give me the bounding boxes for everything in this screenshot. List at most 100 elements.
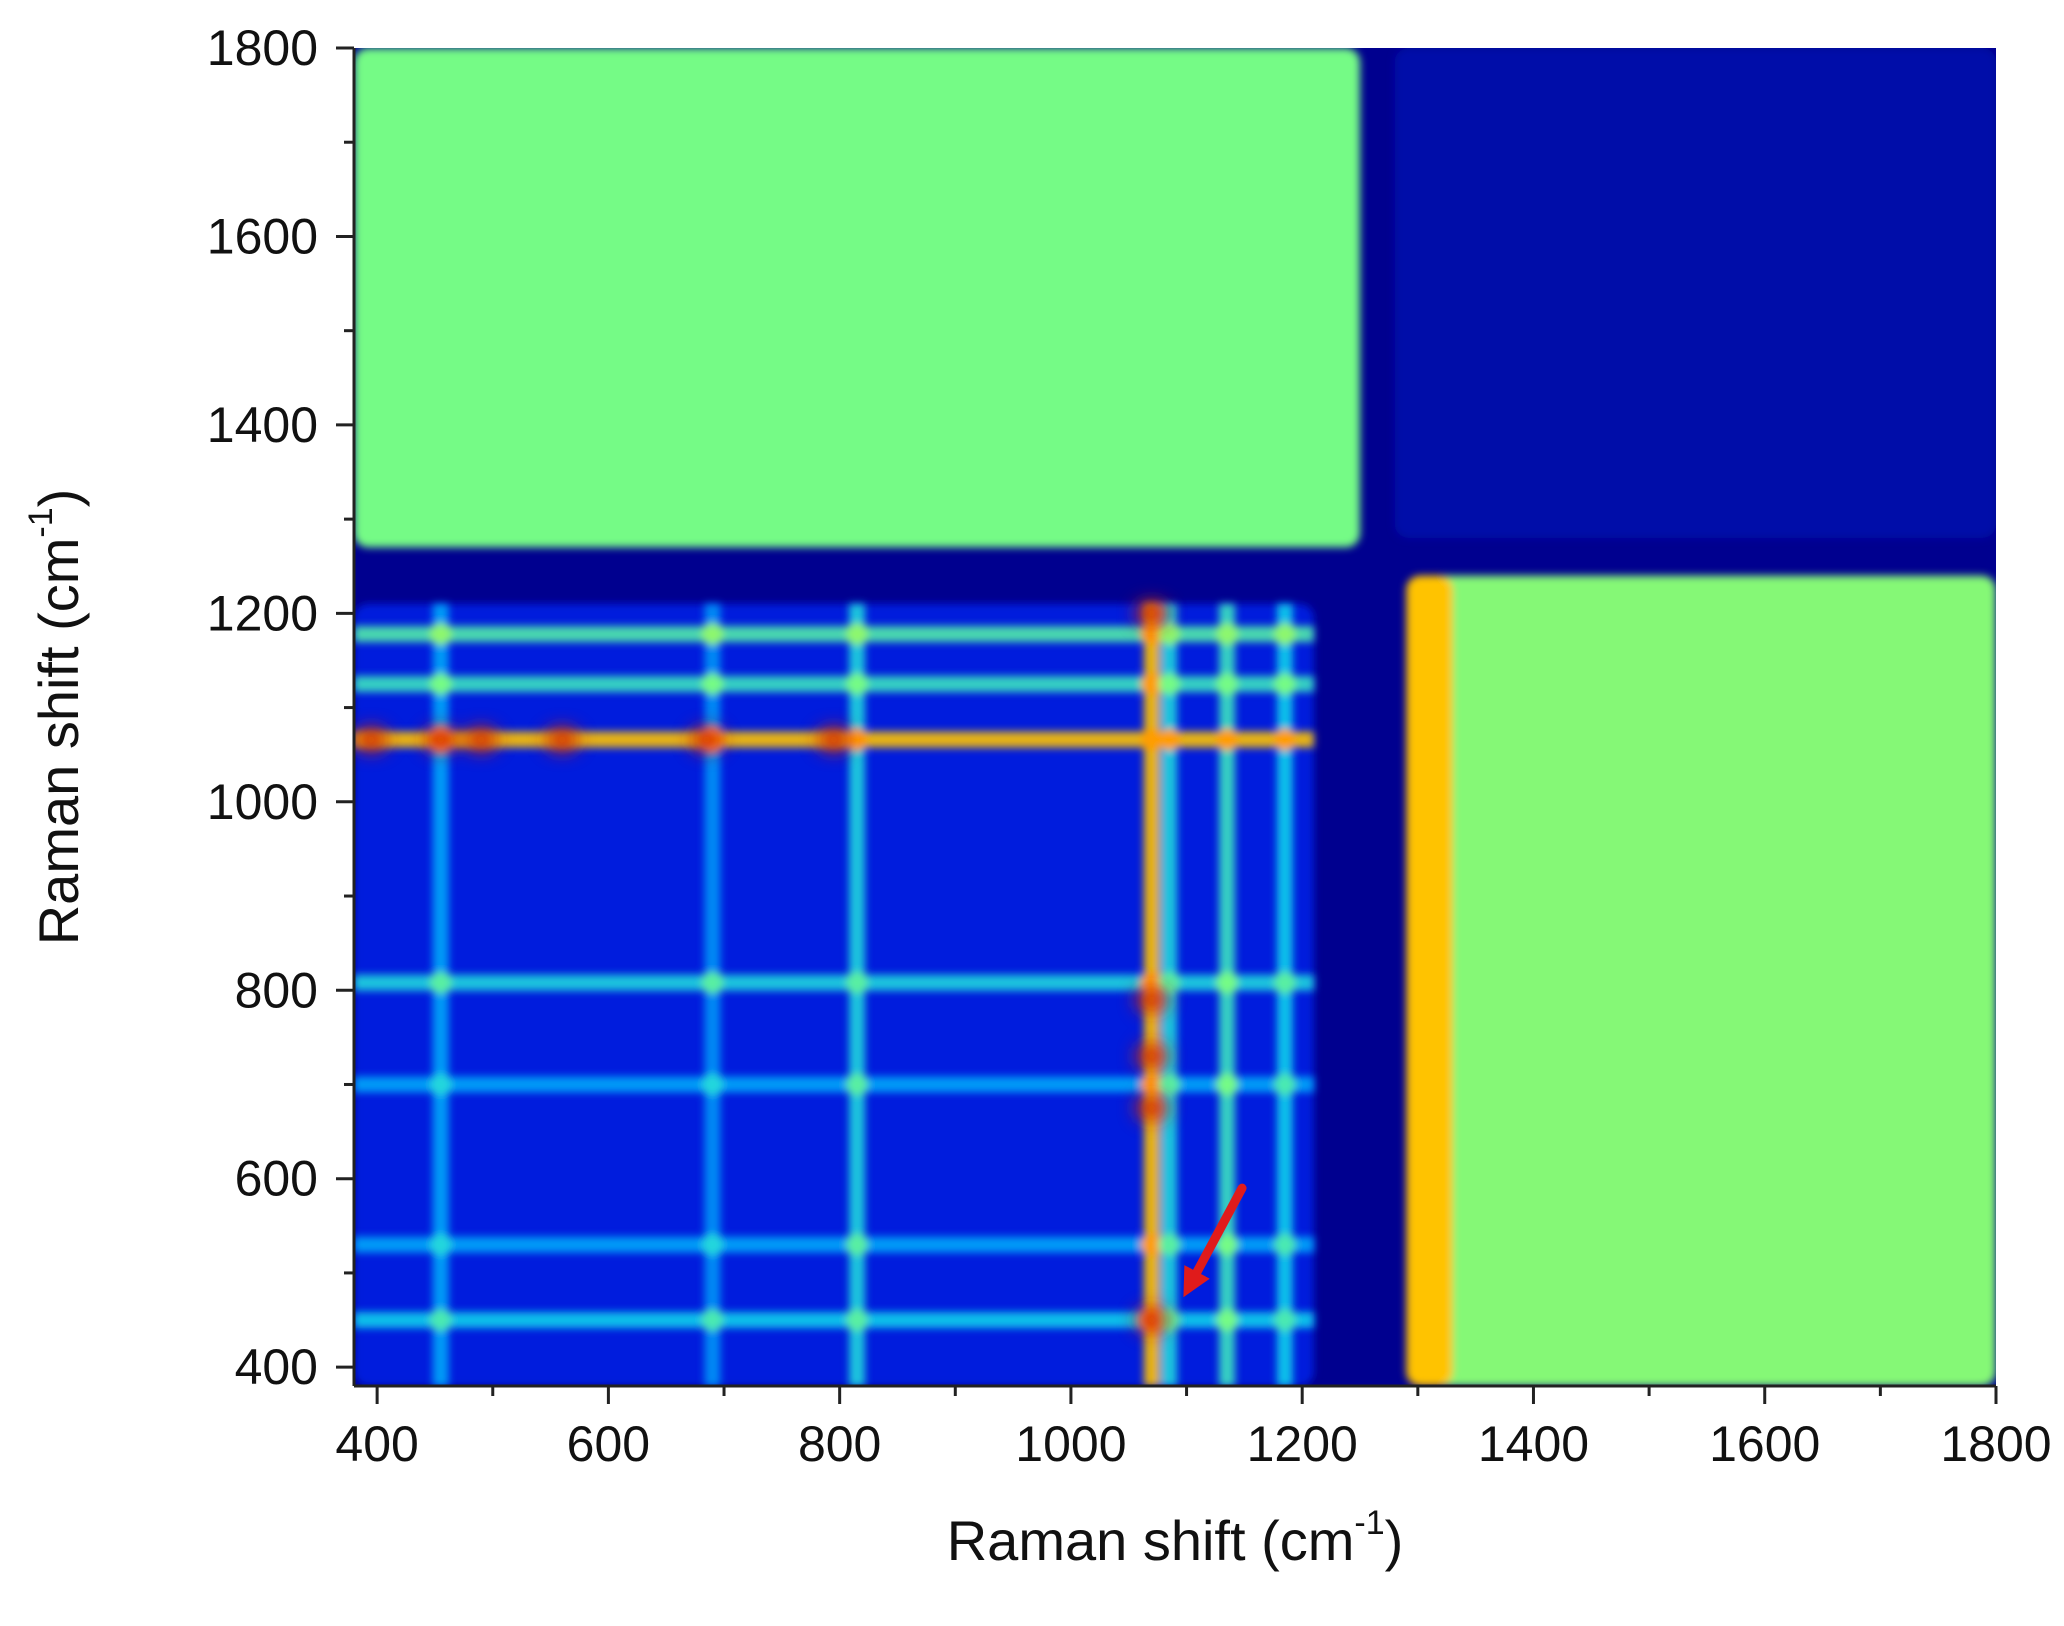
heatmap-hot-spot-4 <box>690 727 723 752</box>
heatmap-cross-1-3 <box>1273 673 1296 696</box>
x-tick-label: 600 <box>567 1416 650 1472</box>
heatmap-band-v-1 <box>1161 603 1178 1386</box>
heatmap-cross-2-5 <box>429 623 452 646</box>
heatmap-cross-0-3 <box>1273 728 1296 751</box>
y-axis-ticks: 400 600 800 1000 1200 1400 1600 1800 <box>207 20 354 1395</box>
heatmap-hot-spot-1 <box>355 727 388 752</box>
heatmap-band-h-6 <box>354 1236 1314 1253</box>
heatmap-cross-0-4 <box>846 728 869 751</box>
heatmap-cross-2-3 <box>1273 623 1296 646</box>
heatmap-hot-spot-6 <box>1135 1308 1168 1333</box>
heatmap-hot-spot-5 <box>817 727 850 752</box>
heatmap-band-v-6 <box>704 603 721 1386</box>
heatmap-cross-4-4 <box>846 1073 869 1096</box>
y-tick-label: 1800 <box>207 20 318 76</box>
heatmap-cross-2-6 <box>701 623 724 646</box>
heatmap-hot-spot-8 <box>1135 1044 1168 1069</box>
heatmap-cross-2-0 <box>1140 623 1163 646</box>
heatmap-region-0 <box>354 48 1361 548</box>
heatmap-band-v-5 <box>432 603 449 1386</box>
heatmap-band-h-3 <box>354 974 1314 991</box>
heatmap-cross-1-5 <box>429 673 452 696</box>
x-axis-title: Raman shift (cm-1) <box>947 1504 1404 1572</box>
heatmap-hot-spot-10 <box>1135 601 1168 626</box>
heatmap-cross-1-0 <box>1140 673 1163 696</box>
heatmap-region-2 <box>1406 575 1453 1386</box>
heatmap-cross-3-1 <box>1158 971 1181 994</box>
heatmap-cross-6-5 <box>429 1233 452 1256</box>
heatmap-cross-5-5 <box>429 1309 452 1332</box>
x-axis-ticks: 400 600 800 1000 1200 1400 1600 1800 <box>335 1386 2052 1472</box>
heatmap-cross-2-1 <box>1158 623 1181 646</box>
heatmap-cross-1-1 <box>1158 673 1181 696</box>
heatmap-cross-5-6 <box>701 1309 724 1332</box>
annotation-arrow <box>1183 1183 1247 1298</box>
heatmap-region-4 <box>354 603 1314 1386</box>
heatmap-cross-4-2 <box>1216 1073 1239 1096</box>
heatmap-cross-6-4 <box>846 1233 869 1256</box>
heatmap-cross-6-1 <box>1158 1233 1181 1256</box>
heatmap-cross-0-2 <box>1216 728 1239 751</box>
heatmap-hot-spot-3 <box>546 727 579 752</box>
heatmap-cross-6-6 <box>701 1233 724 1256</box>
heatmap-cross-4-6 <box>701 1073 724 1096</box>
plot-area <box>354 48 1996 1386</box>
heatmap-band-h-1 <box>354 676 1314 693</box>
heatmap-cross-4-5 <box>429 1073 452 1096</box>
heatmap-cross-5-2 <box>1216 1309 1239 1332</box>
y-tick-label: 600 <box>235 1151 318 1207</box>
y-tick-label: 400 <box>235 1339 318 1395</box>
heatmap-band-v-3 <box>1276 603 1293 1386</box>
heatmap-cross-4-1 <box>1158 1073 1181 1096</box>
heatmap-cross-6-0 <box>1140 1233 1163 1256</box>
heatmap-cross-4-0 <box>1140 1073 1163 1096</box>
heatmap-cross-0-0 <box>1140 728 1163 751</box>
y-tick-label: 1600 <box>207 208 318 264</box>
heatmap-cross-3-2 <box>1216 971 1239 994</box>
y-tick-label: 800 <box>235 962 318 1018</box>
heatmap-hot-spot-7 <box>1135 987 1168 1012</box>
heatmap-cross-3-5 <box>429 971 452 994</box>
y-tick-label: 1200 <box>207 585 318 641</box>
heatmap-bands <box>354 603 1314 1386</box>
heatmap-regions <box>354 48 1996 1386</box>
heatmap-hot-spot-0 <box>424 727 457 752</box>
heatmap-band-h-4 <box>354 1076 1314 1093</box>
heatmap-cross-6-3 <box>1273 1233 1296 1256</box>
heatmap-cross-1-4 <box>846 673 869 696</box>
heatmap-cross-3-3 <box>1273 971 1296 994</box>
heatmap-region-1 <box>1417 575 1996 1386</box>
heatmap-band-v-2 <box>1219 603 1236 1386</box>
x-tick-label: 1600 <box>1709 1416 1820 1472</box>
heatmap-cross-2-4 <box>846 623 869 646</box>
heatmap-cross-1-2 <box>1216 673 1239 696</box>
heatmap-hot-spot-9 <box>1135 1096 1168 1121</box>
heatmap-cross-3-0 <box>1140 971 1163 994</box>
heatmap-hot-spots <box>355 601 1168 1333</box>
heatmap-cross-3-6 <box>701 971 724 994</box>
axes: 400 600 800 1000 1200 1400 1600 1800 400 600 800 1… <box>207 20 2052 1472</box>
y-tick-label: 1000 <box>207 774 318 830</box>
x-tick-label: 1200 <box>1247 1416 1358 1472</box>
x-tick-label: 1800 <box>1940 1416 2051 1472</box>
heatmap-cross-5-3 <box>1273 1309 1296 1332</box>
heatmap-band-v-4 <box>849 603 866 1386</box>
heatmap-cross-1-6 <box>701 673 724 696</box>
heatmap-cross-5-4 <box>846 1309 869 1332</box>
x-tick-label: 1400 <box>1478 1416 1589 1472</box>
heatmap-cross-3-4 <box>846 971 869 994</box>
heatmap-cross-0-1 <box>1158 728 1181 751</box>
x-tick-label: 1000 <box>1015 1416 1126 1472</box>
heatmap-hot-spot-2 <box>465 727 498 752</box>
heatmap-cross-4-3 <box>1273 1073 1296 1096</box>
heatmap-cross-2-2 <box>1216 623 1239 646</box>
heatmap-band-h-5 <box>354 1312 1314 1329</box>
heatmap-region-3 <box>1394 48 1996 538</box>
heatmap-band-h-2 <box>354 626 1314 643</box>
x-tick-label: 800 <box>798 1416 881 1472</box>
x-tick-label: 400 <box>335 1416 418 1472</box>
heatmap-cross-6-2 <box>1216 1233 1239 1256</box>
y-axis-title: Raman shift (cm-1) <box>22 489 90 946</box>
y-tick-label: 1400 <box>207 397 318 453</box>
